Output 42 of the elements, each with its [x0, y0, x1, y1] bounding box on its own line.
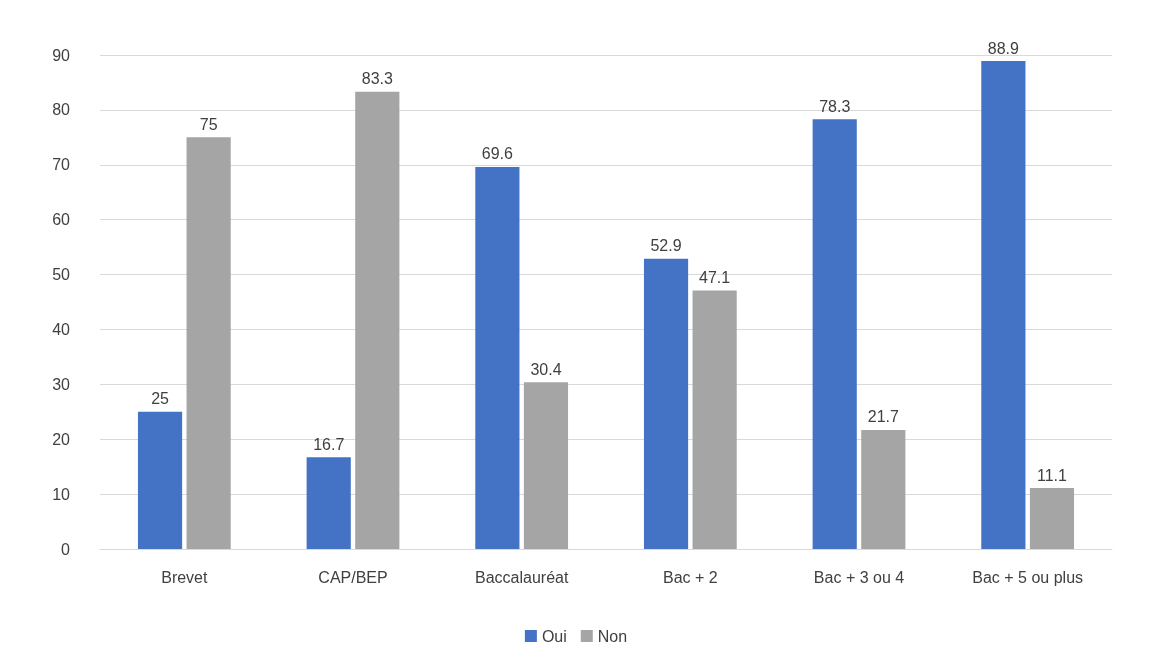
x-tick-label: CAP/BEP: [318, 568, 388, 586]
bar: [692, 290, 737, 549]
y-tick-label: 0: [61, 540, 71, 558]
y-tick-label: 40: [52, 320, 71, 338]
legend-label: Non: [597, 627, 628, 645]
data-label: 78.3: [819, 97, 851, 115]
data-label: 83.3: [361, 70, 393, 88]
bar: [475, 166, 520, 549]
bar: [1029, 488, 1075, 549]
data-label: 69.6: [481, 145, 514, 163]
bar: [523, 382, 569, 549]
x-tick-label: Bac + 2: [662, 568, 718, 586]
bar: [355, 91, 400, 549]
y-tick-label: 80: [52, 101, 71, 119]
bar: [981, 61, 1026, 549]
y-tick-label: 50: [52, 266, 71, 284]
bar: [137, 411, 183, 549]
y-tick-label: 90: [52, 46, 71, 64]
data-label: 25: [151, 390, 170, 408]
bar: [812, 119, 857, 549]
bar: [306, 457, 351, 549]
data-label: 47.1: [699, 268, 731, 286]
data-label: 21.7: [867, 408, 899, 426]
y-tick-label: 20: [52, 430, 71, 448]
data-label: 11.1: [1036, 466, 1068, 484]
bar: [861, 429, 906, 549]
x-tick-label: Baccalauréat: [474, 568, 569, 586]
bar: [643, 258, 689, 549]
y-tick-label: 70: [52, 156, 71, 174]
x-tick-label: Brevet: [161, 568, 209, 586]
legend-label: Oui: [541, 627, 567, 645]
bar: [186, 137, 231, 549]
data-label: 30.4: [530, 360, 562, 378]
data-label: 75: [199, 115, 218, 133]
y-tick-label: 10: [52, 485, 71, 503]
x-tick-label: Bac + 5 ou plus: [972, 568, 1084, 586]
x-tick-label: Bac + 3 ou 4: [813, 568, 905, 586]
data-label: 88.9: [987, 39, 1020, 57]
data-label: 16.7: [313, 435, 345, 453]
y-tick-label: 60: [52, 211, 71, 229]
y-tick-label: 30: [52, 375, 71, 393]
data-label: 52.9: [650, 237, 682, 255]
